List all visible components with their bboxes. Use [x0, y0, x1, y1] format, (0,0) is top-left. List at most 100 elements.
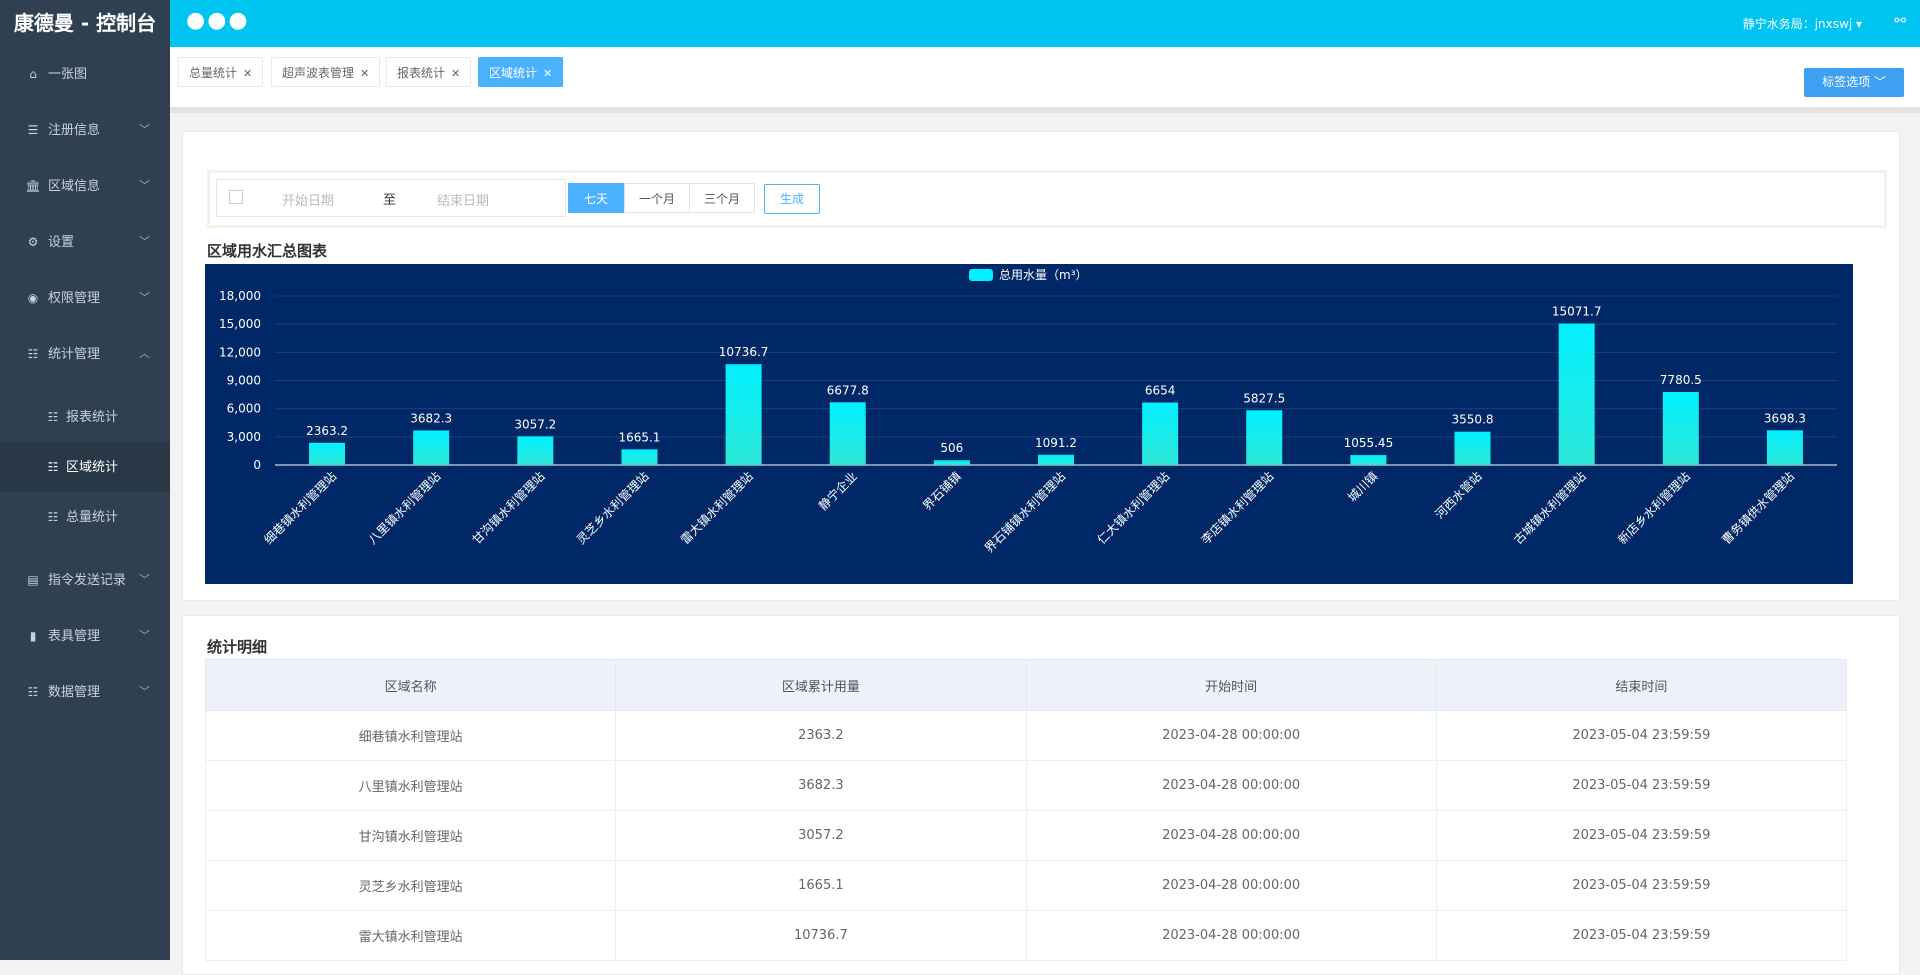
x-tick-label: 古城镇水利管理站 — [1510, 469, 1588, 547]
chart-bar[interactable] — [309, 442, 346, 465]
sidebar-item-settings[interactable]: ⚙ 设置 ﹀ — [0, 214, 170, 270]
database-icon: ☷ — [47, 510, 59, 524]
table-row[interactable]: 灵芝乡水利管理站 1665.1 2023-04-28 00:00:00 2023… — [204, 860, 1848, 911]
column-header-usage[interactable]: 区域累计用量 — [615, 659, 1027, 711]
sidebar: 康德曼 - 控制台 ⌂ 一张图 ☰ 注册信息 ﹀ 🏛 区域信息 ﹀ ⚙ 设置 ﹀ ◉ 权限… — [0, 0, 170, 960]
database-icon: ☷ — [27, 685, 39, 699]
chart-bar[interactable] — [413, 430, 450, 465]
x-tick-label: 甘沟镇水利管理站 — [469, 469, 547, 547]
column-header-start[interactable]: 开始时间 — [1025, 659, 1437, 711]
sidebar-item-permissions[interactable]: ◉ 权限管理 ﹀ — [0, 270, 170, 326]
share-icon[interactable]: ⚯ — [1894, 13, 1906, 29]
end-date-input[interactable]: 结束日期 — [437, 194, 490, 209]
x-tick-label: 界石铺镇 — [920, 469, 964, 513]
range-seven-days-button[interactable]: 七天 — [568, 183, 624, 213]
y-tick-label: 18,000 — [219, 289, 261, 303]
sidebar-menu: ⌂ 一张图 ☰ 注册信息 ﹀ 🏛 区域信息 ﹀ ⚙ 设置 ﹀ ◉ 权限管理 ﹀ ☷ 统计管理… — [0, 46, 170, 382]
chart-bar[interactable] — [517, 436, 554, 465]
tab-options-button[interactable]: 标签选项 ﹀ — [1804, 68, 1904, 97]
range-three-months-button[interactable]: 三个月 — [689, 183, 755, 213]
table-row[interactable]: 甘沟镇水利管理站 3057.2 2023-04-28 00:00:00 2023… — [204, 810, 1848, 861]
filter-bar: 开始日期 至 结束日期 七天 一个月 三个月 生成 — [207, 170, 1887, 228]
chart-bar[interactable] — [1246, 410, 1283, 465]
bar-chart-svg: 总用水量（m³） 0 3,000 6,000 9,000 12,000 15,000 18,… — [219, 268, 1837, 555]
database-icon: ☷ — [47, 410, 59, 424]
tab-report-stats[interactable]: 报表统计 ✕ — [386, 57, 472, 87]
book-icon: ▮ — [29, 629, 37, 643]
x-tick-label: 雷大镇水利管理站 — [677, 469, 755, 547]
table-row[interactable]: 细巷镇水利管理站 2363.2 2023-04-28 00:00:00 2023… — [204, 710, 1848, 761]
detail-panel: 统计明细 区域名称 区域累计用量 开始时间 结束时间 细巷镇水利管理站 2363… — [182, 615, 1900, 975]
user-dropdown[interactable]: 静宁水务局：jnxswj ▾ — [1742, 17, 1862, 31]
close-icon[interactable]: ✕ — [360, 67, 370, 80]
column-header-region[interactable]: 区域名称 — [204, 659, 617, 711]
sidebar-subitem-region-stats[interactable]: ☷ 区域统计 — [0, 442, 170, 492]
tab-region-stats[interactable]: 区域统计 ✕ — [478, 57, 564, 87]
chart-legend[interactable]: 总用水量（m³） — [969, 268, 1088, 282]
sidebar-subitem-total-stats[interactable]: ☷ 总量统计 — [0, 492, 170, 542]
close-icon[interactable]: ✕ — [243, 67, 253, 80]
app-title: 康德曼 - 控制台 — [0, 0, 170, 46]
table-row[interactable]: 雷大镇水利管理站 10736.7 2023-04-28 00:00:00 202… — [204, 910, 1848, 961]
sidebar-item-registration[interactable]: ☰ 注册信息 ﹀ — [0, 102, 170, 158]
y-tick-label: 9,000 — [227, 374, 261, 388]
tab-label: 超声波表管理 — [282, 66, 355, 80]
chevron-down-icon: ﹀ — [139, 291, 150, 304]
bar-value-label: 3682.3 — [410, 411, 452, 425]
sidebar-subitem-report-stats[interactable]: ☷ 报表统计 — [0, 392, 170, 442]
chart-bar[interactable] — [933, 460, 970, 465]
sidebar-item-command-log[interactable]: ▤ 指令发送记录 ﹀ — [0, 552, 170, 608]
main-content: 开始日期 至 结束日期 七天 一个月 三个月 生成 区域用水汇总图表 总 — [170, 113, 1920, 975]
chart-bar[interactable] — [1350, 455, 1387, 465]
table-cell: 2023-05-04 23:59:59 — [1435, 860, 1848, 911]
sidebar-item-data[interactable]: ☷ 数据管理 ﹀ — [0, 664, 170, 720]
calendar-icon — [229, 190, 243, 204]
x-tick-label: 李店镇水利管理站 — [1198, 469, 1276, 547]
x-tick-label: 曹务镇供水管理站 — [1719, 469, 1797, 547]
date-range-picker[interactable]: 开始日期 至 结束日期 — [216, 179, 566, 217]
chevron-down-icon: ﹀ — [139, 235, 150, 248]
sidebar-item-statistics[interactable]: ☷ 统计管理 ︿ — [0, 326, 170, 382]
tab-total-stats[interactable]: 总量统计 ✕ — [178, 57, 264, 87]
y-tick-label: 15,000 — [219, 317, 261, 331]
start-date-input[interactable]: 开始日期 — [282, 194, 335, 209]
chevron-down-icon: ﹀ — [139, 629, 150, 642]
table-cell: 10736.7 — [615, 910, 1027, 961]
database-icon: ☷ — [47, 460, 59, 474]
close-icon[interactable]: ✕ — [543, 67, 553, 80]
chart-bar[interactable] — [1454, 431, 1491, 465]
user-circle-icon: ◉ — [27, 291, 39, 305]
chart-panel: 开始日期 至 结束日期 七天 一个月 三个月 生成 区域用水汇总图表 总 — [182, 131, 1900, 601]
generate-button[interactable]: 生成 — [764, 184, 820, 214]
chart-bar[interactable] — [1142, 402, 1179, 465]
sidebar-item-map[interactable]: ⌂ 一张图 — [0, 46, 170, 102]
table-row[interactable]: 八里镇水利管理站 3682.3 2023-04-28 00:00:00 2023… — [204, 760, 1848, 811]
bar-value-label: 3057.2 — [514, 417, 556, 431]
sidebar-item-label: 表具管理 — [48, 629, 101, 644]
chart-bar[interactable] — [1558, 323, 1595, 465]
chart-bar[interactable] — [1038, 454, 1074, 465]
sidebar-subitem-label: 区域统计 — [66, 460, 119, 475]
close-icon[interactable]: ✕ — [451, 67, 461, 80]
table-cell: 甘沟镇水利管理站 — [204, 810, 617, 861]
range-one-month-button[interactable]: 一个月 — [624, 183, 690, 213]
table-cell: 3682.3 — [615, 760, 1027, 811]
column-header-end[interactable]: 结束时间 — [1435, 659, 1848, 711]
legend-label: 总用水量（m³） — [999, 268, 1088, 282]
menu-toggle-button[interactable]: ●●● — [186, 8, 250, 33]
table-section-title: 统计明细 — [207, 638, 268, 656]
sidebar-item-region[interactable]: 🏛 区域信息 ﹀ — [0, 158, 170, 214]
sidebar-item-label: 指令发送记录 — [48, 573, 127, 588]
chart-bar[interactable] — [621, 449, 658, 465]
table-cell: 2023-04-28 00:00:00 — [1025, 910, 1437, 961]
sidebar-item-meters[interactable]: ▮ 表具管理 ﹀ — [0, 608, 170, 664]
tab-ultrasonic-meters[interactable]: 超声波表管理 ✕ — [271, 57, 381, 87]
chart-bar[interactable] — [1662, 391, 1699, 465]
bar-value-label: 6677.8 — [827, 383, 869, 397]
table-cell: 2023-04-28 00:00:00 — [1025, 760, 1437, 811]
chart-bar[interactable] — [1766, 430, 1803, 465]
chart-bar[interactable] — [829, 402, 866, 465]
bar-value-label: 2363.2 — [306, 424, 348, 438]
table-cell: 八里镇水利管理站 — [204, 760, 617, 811]
chart-bar[interactable] — [725, 364, 762, 465]
